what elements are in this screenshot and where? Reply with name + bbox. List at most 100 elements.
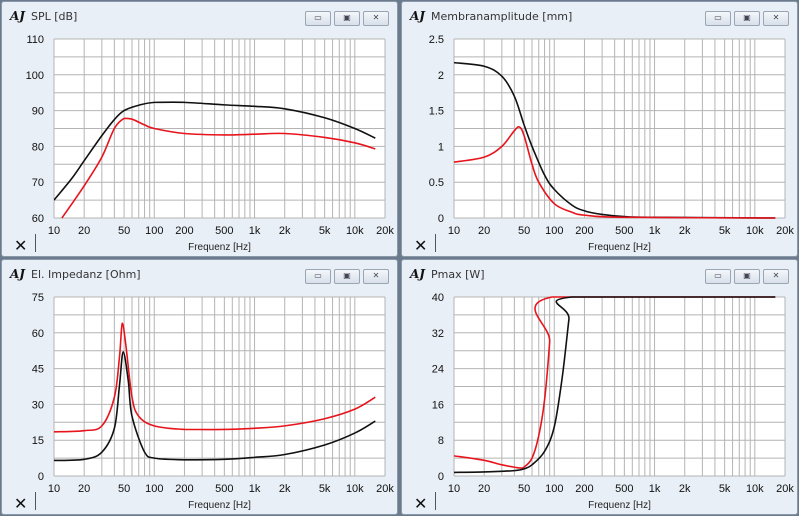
x-tick-label: 5k (319, 483, 331, 495)
y-tick-label: 70 (32, 177, 44, 189)
close-button[interactable]: ✕ (763, 269, 789, 284)
x-tick-label: 10k (346, 483, 364, 495)
y-tick-label: 75 (32, 292, 44, 304)
x-tick-label: 200 (175, 225, 193, 237)
x-tick-label: 500 (215, 225, 233, 237)
cursor-tool-icon[interactable]: ✕ (414, 236, 428, 255)
y-tick-label: 1.5 (429, 106, 444, 118)
x-tick-label: 50 (518, 483, 530, 495)
app-logo-icon: AJ (410, 9, 425, 23)
chart-svg: 0 15 30 45 60 75 10 20 50 100 200 500 1k 2k 5k 10k 20k Fr… (32, 292, 395, 511)
series-line-red (54, 322, 376, 433)
y-tick-label: 45 (32, 364, 44, 376)
x-tick-label: 10k (746, 225, 764, 237)
restore-button[interactable]: ▣ (734, 269, 760, 284)
x-axis-label: Frequenz [Hz] (188, 242, 251, 253)
y-tick-label: 8 (438, 435, 444, 447)
x-tick-label: 5k (719, 483, 731, 495)
x-tick-label: 2k (279, 225, 291, 237)
x-tick-label: 5k (319, 225, 331, 237)
window-title: AJ El. Impedanz [Ohm] (10, 266, 141, 282)
minimize-button[interactable]: ▭ (305, 269, 331, 284)
x-tick-label: 1k (649, 483, 661, 495)
window-controls: ▭ ▣ ✕ (705, 269, 789, 284)
chart-title: Membranamplitude [mm] (431, 9, 573, 23)
x-tick-label: 500 (215, 483, 233, 495)
close-button[interactable]: ✕ (363, 11, 389, 26)
x-tick-label: 20k (776, 225, 794, 237)
window-title: AJ Membranamplitude [mm] (410, 8, 572, 24)
x-tick-label: 20 (478, 483, 490, 495)
x-tick-label: 10k (746, 483, 764, 495)
window-controls: ▭ ▣ ✕ (305, 11, 389, 26)
x-axis-label: Frequenz [Hz] (588, 500, 651, 511)
close-button[interactable]: ✕ (363, 269, 389, 284)
x-tick-label: 20k (376, 225, 394, 237)
x-tick-label: 20k (776, 483, 794, 495)
close-button[interactable]: ✕ (763, 11, 789, 26)
window-title: AJ SPL [dB] (10, 8, 77, 24)
y-tick-label: 24 (432, 364, 444, 376)
x-tick-label: 1k (249, 225, 261, 237)
window-impedanz[interactable]: AJ El. Impedanz [Ohm] ▭ ▣ ✕ ✕ 0 15 30 45 60 75 10 20 5… (1, 259, 398, 515)
y-tick-label: 60 (32, 328, 44, 340)
restore-button[interactable]: ▣ (734, 11, 760, 26)
y-tick-label: 0.5 (429, 177, 444, 189)
y-tick-label: 80 (32, 141, 44, 153)
x-tick-label: 200 (175, 483, 193, 495)
y-tick-label: 90 (32, 106, 44, 118)
x-tick-label: 100 (145, 225, 163, 237)
series-line-red (61, 117, 376, 219)
minimize-button[interactable]: ▭ (705, 269, 731, 284)
series-line-black (454, 296, 776, 474)
app-logo-icon: AJ (410, 267, 425, 281)
x-tick-label: 10k (346, 225, 364, 237)
x-tick-label: 500 (615, 225, 633, 237)
x-tick-label: 100 (145, 483, 163, 495)
x-tick-label: 200 (575, 225, 593, 237)
cursor-tool-icon[interactable]: ✕ (414, 494, 428, 513)
chart-svg: 0 8 16 24 32 40 10 20 50 100 200 500 1k 2k 5k 10k 20k Fre… (432, 292, 795, 511)
y-tick-label: 2.5 (429, 34, 444, 46)
x-tick-label: 5k (719, 225, 731, 237)
x-tick-label: 20 (478, 225, 490, 237)
x-tick-label: 50 (118, 225, 130, 237)
window-membranamplitude[interactable]: AJ Membranamplitude [mm] ▭ ▣ ✕ ✕ 0 0.5 1 1.5 2 2.5 1… (401, 1, 798, 257)
y-tick-label: 32 (432, 328, 444, 340)
x-tick-label: 20 (78, 483, 90, 495)
series-line-red (454, 296, 776, 469)
restore-button[interactable]: ▣ (334, 269, 360, 284)
cursor-tool-icon[interactable]: ✕ (14, 236, 28, 255)
chart-svg: 0 0.5 1 1.5 2 2.5 10 20 50 100 200 500 1k 2k 5k 10k 20k F… (429, 34, 795, 253)
y-tick-label: 100 (26, 70, 44, 82)
y-tick-label: 16 (432, 399, 444, 411)
x-tick-label: 50 (118, 483, 130, 495)
x-tick-label: 500 (615, 483, 633, 495)
y-tick-label: 1 (438, 141, 444, 153)
y-tick-label: 0 (438, 213, 444, 225)
chart-title: SPL [dB] (31, 9, 78, 23)
cursor-tool-icon[interactable]: ✕ (14, 494, 28, 513)
y-tick-label: 15 (32, 435, 44, 447)
x-tick-label: 100 (545, 225, 563, 237)
y-tick-label: 0 (438, 471, 444, 483)
toolbar-separator (35, 234, 36, 252)
window-pmax[interactable]: AJ Pmax [W] ▭ ▣ ✕ ✕ 0 8 16 24 32 40 10 20 50 100 200 500 1… (401, 259, 798, 515)
y-tick-label: 2 (438, 70, 444, 82)
minimize-button[interactable]: ▭ (705, 11, 731, 26)
x-tick-label: 2k (279, 483, 291, 495)
x-axis-label: Frequenz [Hz] (588, 242, 651, 253)
series-line-black (54, 101, 376, 201)
y-tick-label: 40 (432, 292, 444, 304)
x-tick-label: 100 (545, 483, 563, 495)
series-line-red (454, 126, 776, 219)
x-tick-label: 20k (376, 483, 394, 495)
minimize-button[interactable]: ▭ (305, 11, 331, 26)
toolbar-separator (435, 234, 436, 252)
x-tick-label: 20 (78, 225, 90, 237)
x-tick-label: 2k (679, 483, 691, 495)
restore-button[interactable]: ▣ (334, 11, 360, 26)
series-line-black (54, 351, 376, 462)
window-spl[interactable]: AJ SPL [dB] ▭ ▣ ✕ ✕ 60 70 80 90 100 110 10 20 50 100 200… (1, 1, 398, 257)
x-tick-label: 50 (518, 225, 530, 237)
